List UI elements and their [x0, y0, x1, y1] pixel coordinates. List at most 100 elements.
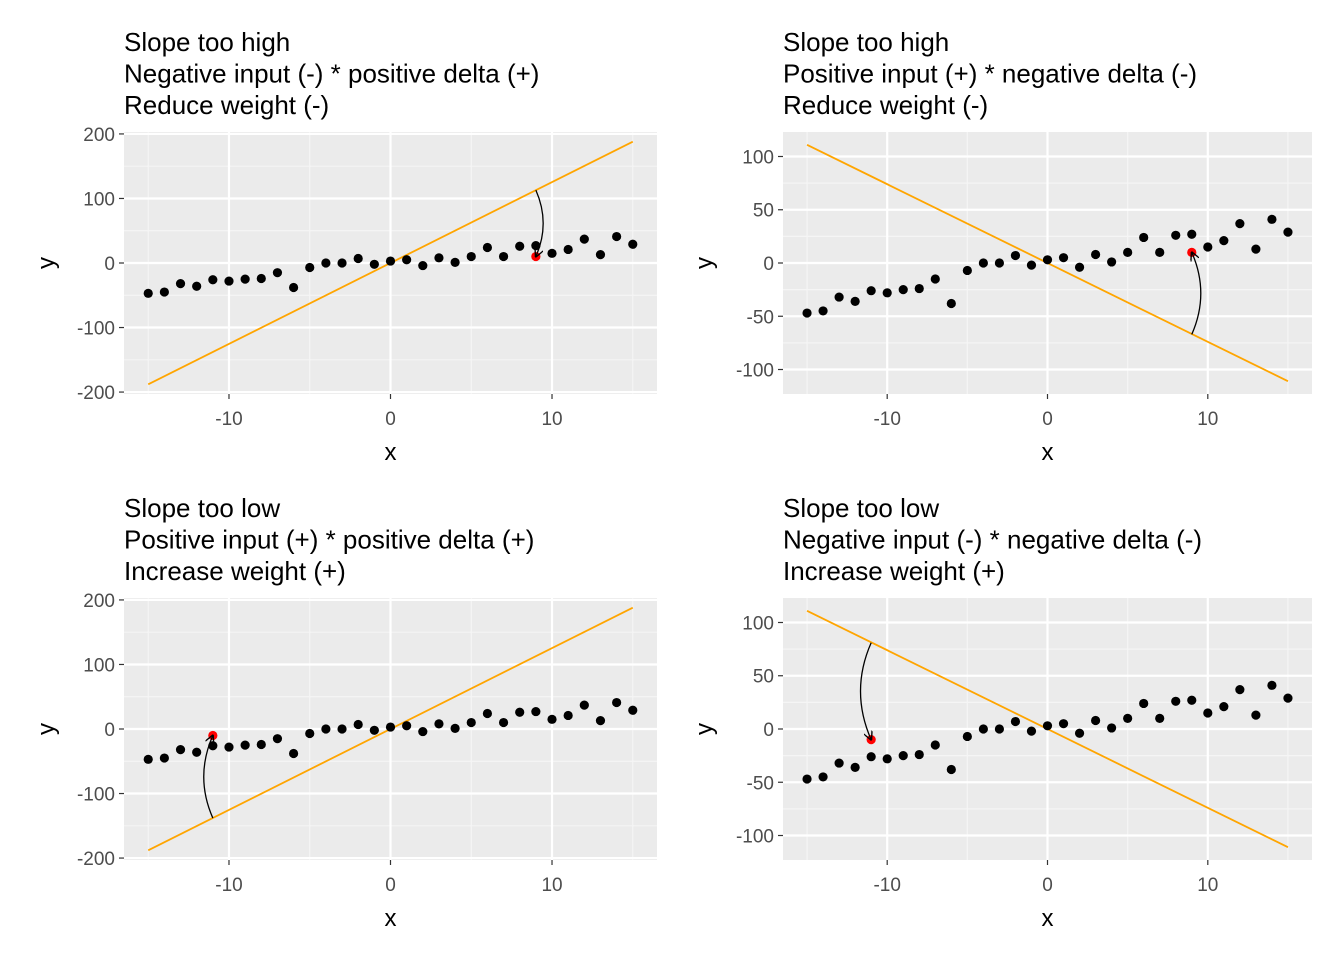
data-point — [1010, 716, 1021, 727]
data-point — [418, 726, 428, 737]
data-point — [1107, 723, 1117, 733]
data-point — [818, 306, 828, 316]
data-point — [418, 260, 428, 271]
data-point — [498, 251, 509, 262]
data-point — [1203, 708, 1213, 718]
data-point — [305, 728, 315, 739]
data-point — [898, 285, 908, 295]
data-point — [1058, 719, 1069, 729]
data-point — [914, 749, 924, 760]
panel-title-line: Reduce weight (-) — [783, 90, 988, 120]
y-tick-label: 200 — [83, 591, 115, 612]
y-tick-label: -200 — [77, 383, 115, 404]
data-point — [802, 774, 812, 784]
data-point — [946, 764, 956, 775]
data-point — [1123, 713, 1133, 723]
data-point — [978, 258, 988, 268]
data-point — [515, 241, 525, 251]
data-point — [337, 258, 347, 268]
data-point — [579, 234, 589, 244]
x-tick-label: 0 — [1042, 875, 1053, 896]
data-point — [628, 239, 638, 249]
data-point — [337, 724, 347, 734]
data-point — [595, 250, 606, 260]
x-tick-label: -10 — [873, 875, 900, 896]
data-point — [272, 734, 283, 744]
data-point — [305, 262, 315, 273]
data-point — [994, 258, 1005, 268]
x-tick-label: -10 — [215, 409, 242, 430]
data-point — [466, 251, 476, 262]
data-point — [1171, 230, 1181, 240]
data-point — [466, 717, 476, 728]
data-point — [1187, 229, 1197, 239]
data-point — [159, 753, 169, 763]
data-point — [612, 697, 622, 708]
y-tick-label: -50 — [747, 773, 774, 794]
data-point — [143, 288, 153, 298]
data-point — [288, 748, 299, 759]
data-point — [240, 274, 250, 284]
data-point — [1074, 262, 1085, 272]
data-point — [628, 705, 638, 715]
data-point — [547, 248, 557, 258]
data-point — [1139, 698, 1149, 709]
data-point — [1139, 232, 1149, 243]
data-point — [402, 721, 412, 731]
data-point — [563, 710, 573, 721]
data-point — [1010, 250, 1021, 261]
data-point — [1042, 721, 1053, 731]
data-point — [1219, 236, 1229, 246]
data-point — [930, 740, 940, 750]
data-point — [1267, 214, 1277, 224]
data-point — [882, 754, 892, 764]
data-point — [1155, 713, 1165, 723]
data-point — [1235, 684, 1245, 695]
y-tick-label: 0 — [104, 254, 115, 275]
panel-title-line: Positive input (+) * negative delta (-) — [783, 59, 1197, 89]
x-axis-title: x — [385, 439, 397, 466]
data-point — [175, 279, 186, 289]
data-point — [515, 707, 525, 717]
data-point — [978, 724, 988, 734]
data-point — [353, 719, 363, 730]
x-axis-title: x — [1042, 905, 1054, 932]
data-point — [818, 772, 828, 782]
panel-title-line: Slope too low — [124, 493, 280, 523]
data-point — [385, 722, 396, 732]
data-point — [1235, 218, 1245, 229]
data-point — [850, 296, 860, 306]
y-tick-label: -100 — [736, 361, 774, 382]
y-tick-label: 100 — [83, 189, 115, 210]
panel-title-line: Negative input (-) * negative delta (-) — [783, 525, 1202, 555]
data-point — [930, 274, 940, 284]
data-point — [224, 276, 234, 286]
data-point — [1251, 244, 1261, 254]
panel-title-line: Positive input (+) * positive delta (+) — [124, 525, 534, 555]
data-point — [1026, 260, 1037, 270]
data-point — [1155, 247, 1165, 257]
x-axis-title: x — [1042, 439, 1054, 466]
data-point — [321, 258, 331, 268]
data-point — [256, 273, 266, 284]
data-point — [834, 292, 844, 302]
y-tick-label: 100 — [742, 147, 774, 168]
data-point — [450, 257, 460, 267]
data-point — [1090, 249, 1101, 260]
data-point — [531, 706, 541, 717]
data-point — [402, 255, 412, 265]
data-point — [962, 265, 972, 276]
x-tick-label: 10 — [541, 409, 562, 430]
data-point — [946, 298, 956, 309]
adjustment-arrow — [536, 189, 544, 256]
data-point — [434, 253, 444, 263]
data-point — [143, 754, 153, 764]
data-point — [595, 716, 606, 726]
data-point — [385, 256, 396, 266]
data-point — [994, 724, 1005, 734]
data-point — [208, 275, 218, 285]
data-point — [850, 762, 860, 772]
